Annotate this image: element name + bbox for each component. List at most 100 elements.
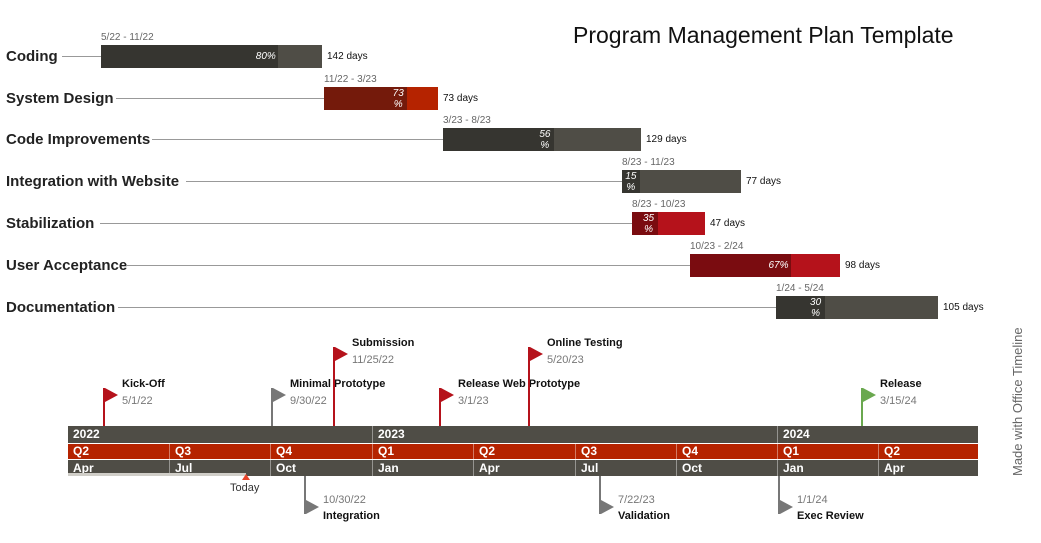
today-marker-icon: [242, 474, 250, 480]
milestone-date: 5/20/23: [547, 354, 584, 366]
quarter-cell: Q2: [878, 444, 978, 459]
quarter-row: Q2 Q3 Q4 Q1 Q2 Q3 Q4 Q1 Q2: [68, 444, 978, 459]
month-cell: Apr: [473, 460, 575, 476]
quarter-cell: Q2: [73, 444, 90, 458]
milestone-pole: [861, 388, 863, 426]
task-label: Code Improvements: [6, 131, 151, 148]
task-duration: 77 days: [746, 176, 782, 187]
milestone-pole: [599, 476, 601, 514]
task-bar[interactable]: 67%: [690, 254, 840, 277]
milestone-date: 1/1/24: [797, 494, 828, 506]
month-cell: Jul: [575, 460, 676, 476]
milestone-name: Exec Review: [797, 510, 864, 522]
milestone-pole: [778, 476, 780, 514]
milestone-name: Validation: [618, 510, 670, 522]
task-dates: 8/23 - 10/23: [632, 199, 686, 210]
task-connector-line: [186, 181, 622, 182]
task-bar[interactable]: 30%: [776, 296, 938, 319]
task-connector-line: [62, 56, 101, 57]
task-label: System Design: [6, 90, 114, 107]
task-bar[interactable]: 35%: [632, 212, 705, 235]
year-cell: 2024: [777, 426, 978, 443]
task-progress-label: 30%: [810, 297, 822, 319]
task-dates: 8/23 - 11/23: [622, 157, 675, 168]
flag-icon[interactable]: [335, 347, 348, 361]
flag-icon[interactable]: [863, 388, 876, 402]
milestone-date: 11/25/22: [352, 354, 395, 366]
milestone-name: Minimal Prototype: [290, 378, 386, 390]
flag-icon[interactable]: [105, 388, 118, 402]
task-label: Coding: [6, 48, 58, 65]
quarter-cell: Q4: [270, 444, 372, 459]
milestone-pole: [271, 388, 273, 426]
task-duration: 105 days: [943, 302, 984, 313]
month-cell: Oct: [270, 460, 372, 476]
task-connector-line: [126, 265, 690, 266]
month-cell: Jan: [372, 460, 473, 476]
task-duration: 47 days: [710, 218, 746, 229]
today-label: Today: [230, 482, 260, 494]
task-progress-label: 56%: [539, 129, 551, 151]
milestone-name: Online Testing: [547, 337, 623, 349]
month-row: Apr Jul Oct Jan Apr Jul Oct Jan Apr: [68, 460, 978, 476]
task-bar[interactable]: 15%: [622, 170, 741, 193]
milestone-date: 3/15/24: [880, 395, 917, 407]
month-cell: Apr: [878, 460, 978, 476]
month-cell: Jul: [169, 460, 270, 476]
milestone-pole: [333, 347, 335, 426]
task-bar[interactable]: 56%: [443, 128, 641, 151]
quarter-cell: Q3: [575, 444, 676, 459]
milestone-pole: [439, 388, 441, 426]
task-duration: 98 days: [845, 260, 881, 271]
task-bar[interactable]: 73%: [324, 87, 438, 110]
flag-icon[interactable]: [273, 388, 286, 402]
milestone-date: 9/30/22: [290, 395, 327, 407]
milestone-date: 5/1/22: [122, 395, 153, 407]
quarter-cell: Q3: [169, 444, 270, 459]
task-progress-label: 15%: [625, 171, 637, 193]
task-dates: 5/22 - 11/22: [101, 32, 154, 43]
milestone-date: 3/1/23: [458, 395, 489, 407]
flag-icon[interactable]: [601, 500, 614, 514]
task-progress: 73%: [324, 87, 408, 110]
milestone-pole: [528, 347, 530, 426]
task-progress-label: 67%: [768, 260, 789, 271]
task-label: Integration with Website: [6, 173, 180, 190]
task-dates: 1/24 - 5/24: [776, 283, 824, 294]
task-label: Documentation: [6, 299, 116, 316]
task-progress-label: 35%: [642, 213, 655, 235]
flag-icon[interactable]: [306, 500, 319, 514]
task-bar[interactable]: 80%: [101, 45, 322, 68]
milestone-pole: [103, 388, 105, 426]
task-connector-line: [116, 98, 324, 99]
task-dates: 3/23 - 8/23: [443, 115, 491, 126]
brand-watermark: Made with Office Timeline: [1010, 327, 1025, 476]
year-cell: 2023: [372, 426, 777, 443]
task-connector-line: [100, 223, 632, 224]
task-duration: 129 days: [646, 134, 687, 145]
flag-icon[interactable]: [530, 347, 543, 361]
task-label: User Acceptance: [6, 257, 128, 274]
task-duration: 142 days: [327, 51, 368, 62]
milestone-date: 10/30/22: [323, 494, 366, 506]
milestone-name: Kick-Off: [122, 378, 165, 390]
quarter-cell: Q1: [372, 444, 473, 459]
milestone-name: Submission: [352, 337, 415, 349]
milestone-name: Release Web Prototype: [458, 378, 581, 390]
task-dates: 10/23 - 2/24: [690, 241, 744, 252]
task-progress: 35%: [632, 212, 658, 235]
flag-icon[interactable]: [441, 388, 454, 402]
year-cell: 2022: [73, 427, 100, 441]
milestone-name: Release: [880, 378, 922, 390]
task-label: Stabilization: [6, 215, 95, 232]
task-progress: 15%: [622, 170, 640, 193]
milestone-date: 7/22/23: [618, 494, 655, 506]
task-progress: 67%: [690, 254, 791, 277]
task-progress: 80%: [101, 45, 278, 68]
task-progress-label: 73%: [392, 88, 404, 110]
task-dates: 11/22 - 3/23: [324, 74, 377, 85]
task-progress-label: 80%: [255, 51, 276, 62]
flag-icon[interactable]: [780, 500, 793, 514]
quarter-cell: Q1: [777, 444, 878, 459]
month-cell: Jan: [777, 460, 878, 476]
